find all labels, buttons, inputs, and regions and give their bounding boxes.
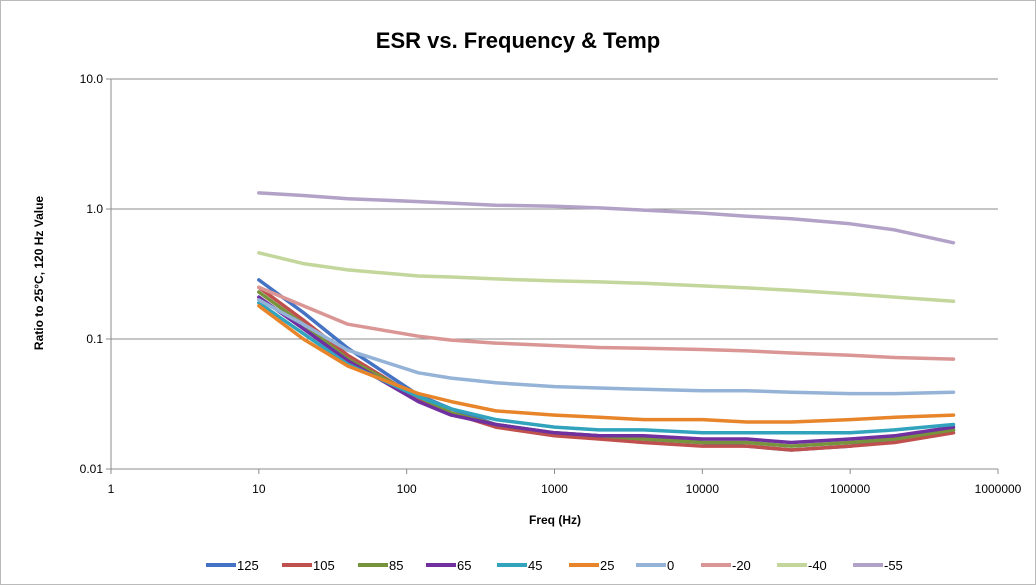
y-tick-label: 1.0 xyxy=(86,202,103,216)
x-tick-label: 10000 xyxy=(686,482,720,496)
y-tick-label: 0.1 xyxy=(86,332,103,346)
legend-item: -20 xyxy=(701,558,751,573)
legend-label: -20 xyxy=(732,558,751,573)
series-layer xyxy=(257,191,956,452)
x-tick-label: 1 xyxy=(108,482,115,496)
x-tick-label: 10 xyxy=(252,482,266,496)
axis-layer: 0.01 0.1 1.0 10.0 1 10 100 1000 10000 100000 10000… xyxy=(80,72,1022,496)
series-line-5 xyxy=(257,304,956,424)
legend-item: 85 xyxy=(358,558,403,573)
y-tick-label: 10.0 xyxy=(80,72,104,86)
legend-label: 125 xyxy=(237,558,259,573)
legend-item: 125 xyxy=(206,558,259,573)
legend-item: 65 xyxy=(426,558,471,573)
legend: 125 105 85 65 45 25 0 -20 -40 -55 xyxy=(206,558,903,573)
y-axis-label: Ratio to 25°C, 120 Hz Value xyxy=(32,196,46,351)
legend-item: 0 xyxy=(636,558,674,573)
y-tick-label: 0.01 xyxy=(80,462,104,476)
legend-item: -55 xyxy=(853,558,903,573)
legend-label: 85 xyxy=(389,558,403,573)
legend-label: 25 xyxy=(600,558,614,573)
legend-label: 65 xyxy=(457,558,471,573)
x-tick-label: 1000 xyxy=(541,482,568,496)
legend-label: 0 xyxy=(667,558,674,573)
x-tick-label: 100 xyxy=(397,482,417,496)
legend-item: 45 xyxy=(497,558,542,573)
series-line-8 xyxy=(257,251,956,304)
series-line-9 xyxy=(257,191,956,245)
legend-item: 25 xyxy=(569,558,614,573)
x-tick-label: 1000000 xyxy=(975,482,1022,496)
legend-item: 105 xyxy=(282,558,335,573)
x-axis-label: Freq (Hz) xyxy=(529,513,581,527)
series-line-6 xyxy=(257,298,956,396)
legend-label: -40 xyxy=(808,558,827,573)
series-line-7 xyxy=(257,285,956,361)
grid-layer xyxy=(111,78,998,340)
legend-label: 45 xyxy=(528,558,542,573)
legend-label: 105 xyxy=(313,558,335,573)
legend-label: -55 xyxy=(884,558,903,573)
legend-item: -40 xyxy=(777,558,827,573)
chart-title: ESR vs. Frequency & Temp xyxy=(376,28,660,53)
x-tick-label: 100000 xyxy=(830,482,870,496)
series-line-1 xyxy=(257,285,956,452)
